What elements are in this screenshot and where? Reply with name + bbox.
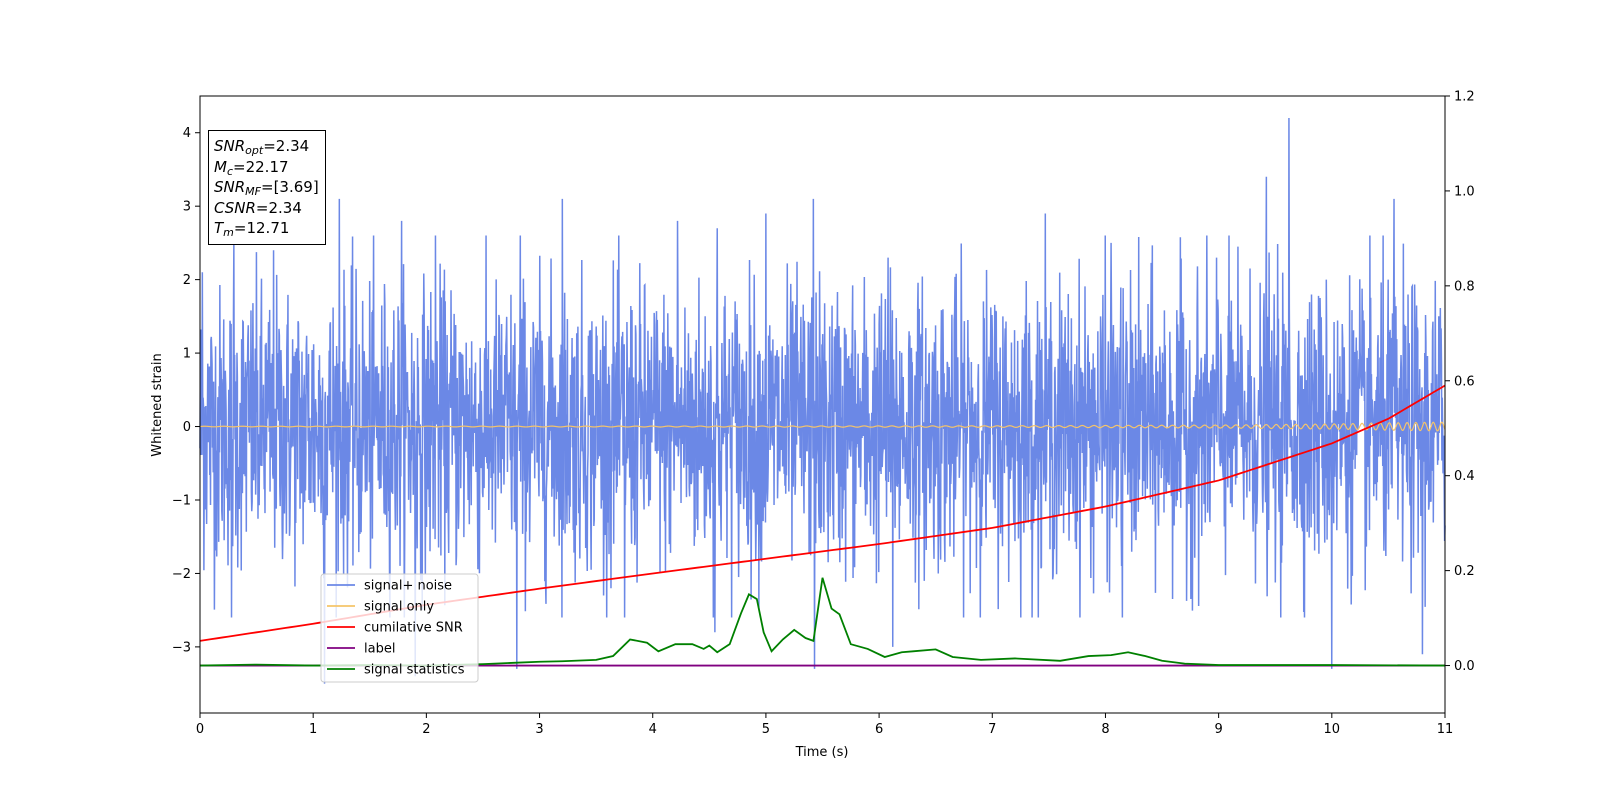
tm-symbol: T (214, 219, 224, 237)
x-tick-label: 3 (535, 722, 543, 737)
legend-label: cumilative SNR (364, 621, 463, 636)
signal-noise-line (199, 118, 1446, 684)
legend-label: signal statistics (364, 663, 465, 678)
legend: signal+ noise signal only cumilative SNR la… (320, 573, 479, 683)
y-tick-label: 0 (183, 420, 191, 435)
y-tick-label: −1 (172, 493, 191, 508)
x-axis: 0 1 2 3 4 5 6 7 8 9 10 11 (196, 713, 1453, 737)
signal-statistics-line (199, 577, 1446, 667)
snr-opt-value: =2.34 (263, 137, 310, 155)
y2-tick-label: 0.2 (1454, 564, 1475, 579)
x-tick-label: 9 (1214, 722, 1222, 737)
snr-opt-subscript: opt (245, 144, 264, 157)
mc-line: Mc=22.17 (214, 157, 319, 178)
snr-mf-subscript: MF (245, 185, 261, 198)
x-tick-label: 2 (422, 722, 430, 737)
csnr-symbol: CSNR (214, 198, 256, 217)
y2-tick-label: 1.0 (1454, 184, 1475, 199)
series-signal-statistics (199, 577, 1446, 667)
tm-line: Tm=12.71 (214, 218, 319, 239)
y2-tick-label: 0.0 (1454, 659, 1475, 674)
y-tick-label: 1 (183, 347, 191, 362)
signal-only-line (199, 421, 1446, 432)
tm-subscript: m (223, 226, 234, 239)
series-signal-noise (199, 118, 1446, 684)
plot-frame (199, 95, 1446, 714)
y2-tick-label: 1.2 (1454, 90, 1475, 105)
legend-label: label (364, 642, 395, 657)
y-axis-right: 0.0 0.2 0.4 0.6 0.8 1.0 1.2 (1445, 90, 1475, 674)
mc-subscript: c (226, 164, 234, 178)
x-tick-label: 5 (762, 722, 770, 737)
csnr-value: =2.34 (255, 198, 302, 217)
x-axis-label: Time (s) (795, 745, 849, 760)
info-box: SNRopt=2.34 Mc=22.17 SNRMF=[3.69] CSNR=2… (208, 130, 326, 245)
snr-opt-symbol: SNR (214, 137, 246, 155)
csnr-line: CSNR=2.34 (214, 198, 319, 219)
y-tick-label: −3 (172, 640, 191, 655)
x-tick-label: 6 (875, 722, 883, 737)
y-axis-label: Whitened strain (150, 353, 165, 456)
series-signal-only (199, 421, 1446, 432)
y-axis-left: −3 −2 −1 0 1 2 3 4 (172, 126, 200, 655)
x-tick-label: 1 (309, 722, 317, 737)
x-tick-label: 8 (1101, 722, 1109, 737)
mc-value: =22.17 (233, 157, 289, 176)
x-tick-label: 11 (1437, 722, 1454, 737)
y-tick-label: 3 (183, 200, 191, 215)
y2-tick-label: 0.8 (1454, 279, 1475, 294)
snr-mf-line: SNRMF=[3.69] (214, 177, 319, 198)
tm-value: =12.71 (233, 219, 290, 237)
mc-symbol: M (214, 157, 227, 176)
y-tick-label: 2 (183, 273, 191, 288)
legend-label: signal only (364, 600, 434, 615)
y2-tick-label: 0.6 (1454, 374, 1475, 389)
legend-box (320, 573, 479, 683)
y-tick-label: −2 (172, 567, 191, 582)
x-tick-label: 10 (1324, 722, 1341, 737)
legend-label: signal+ noise (364, 579, 452, 594)
x-tick-label: 0 (196, 722, 204, 737)
snr-mf-value: =[3.69] (261, 178, 319, 196)
y-tick-label: 4 (183, 126, 191, 141)
y2-tick-label: 0.4 (1454, 469, 1475, 484)
x-tick-label: 4 (649, 722, 657, 737)
snr-mf-symbol: SNR (214, 178, 246, 196)
x-tick-label: 7 (988, 722, 996, 737)
snr-opt-line: SNRopt=2.34 (214, 136, 319, 157)
